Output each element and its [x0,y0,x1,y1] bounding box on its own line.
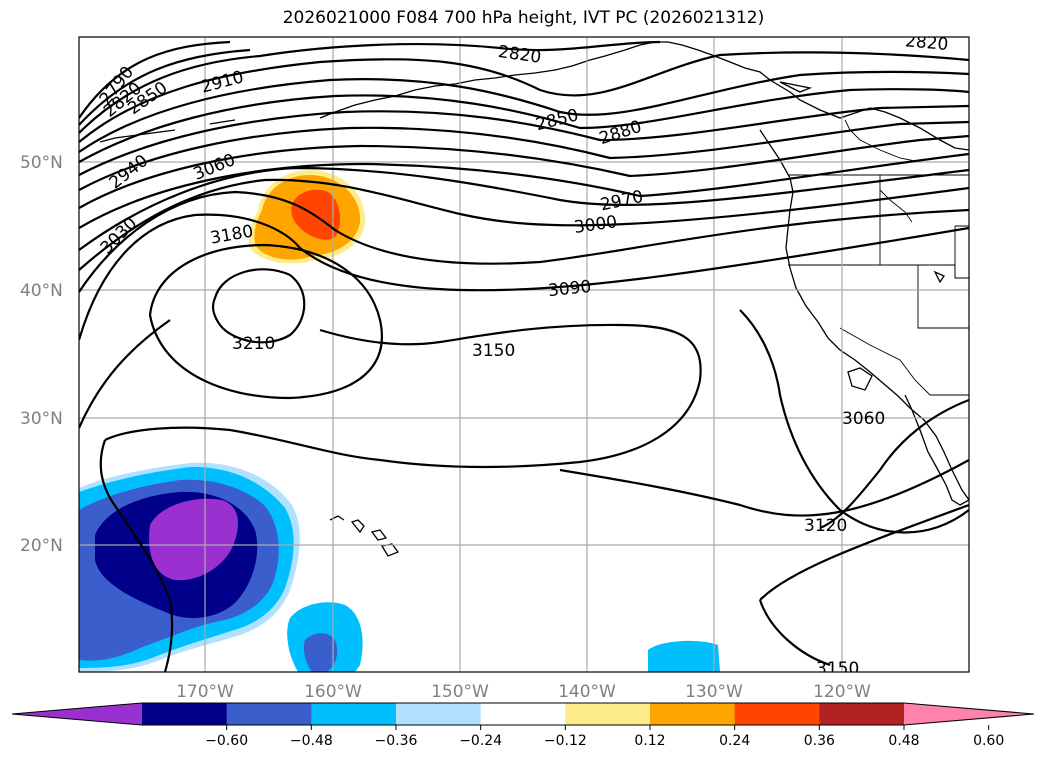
contour-label: 2820 [904,31,949,55]
colorbar-swatch [396,703,482,725]
lon-label: 130°W [685,682,743,702]
lat-label: 40°N [20,281,63,301]
colorbar-tick-label: −0.60 [205,733,248,749]
contour-label: 3210 [232,334,275,354]
graticule [79,37,969,672]
colorbar-swatch [226,703,312,725]
colorbar-tick-label: 0.60 [973,733,1004,749]
colorbar: −0.60 −0.48 −0.36 −0.24 −0.12 0.12 0.24 0.36 0.4… [11,702,1035,749]
colorbar-swatch [311,703,397,725]
map-frame [78,36,970,673]
map-plot-area: 2790 2820 2850 2910 2820 2820 2850 2880 … [79,31,969,679]
colorbar-swatch [734,703,820,725]
colorbar-extend-high [904,703,1034,725]
contour-label: 3150 [472,341,515,361]
colorbar-tick-label: −0.24 [459,733,502,749]
lon-label: 170°W [176,682,234,702]
lon-label: 140°W [558,682,616,702]
lat-label: 20°N [20,536,63,556]
colorbar-tick-label: −0.36 [375,733,418,749]
contour-label: 3150 [816,659,859,679]
colorbar-swatch [480,703,566,725]
map-title: 2026021000 F084 700 hPa height, IVT PC (… [282,8,765,28]
colorbar-tick-label: 0.48 [888,733,919,749]
contour-label: 3120 [804,516,847,536]
lat-label: 50°N [20,153,63,173]
latitude-labels: 50°N 40°N 30°N 20°N [20,153,63,556]
colorbar-tick-label: −0.12 [544,733,587,749]
lon-label: 150°W [431,682,489,702]
colorbar-tick-label: 0.36 [804,733,835,749]
longitude-labels: 170°W 160°W 150°W 140°W 130°W 120°W [176,682,871,702]
colorbar-swatch [819,703,905,725]
lon-label: 160°W [304,682,362,702]
colorbar-swatch [565,703,651,725]
colorbar-tick-label: 0.12 [634,733,665,749]
colorbar-tick-label: −0.48 [290,733,333,749]
contour-label: 3060 [842,409,885,429]
colorbar-tick-label: 0.24 [719,733,750,749]
lon-label: 120°W [813,682,871,702]
colorbar-swatch [142,703,228,725]
contour-label: 3090 [547,277,592,301]
colorbar-swatch [650,703,736,725]
colorbar-outline [11,702,1035,726]
colorbar-extend-low [12,703,142,725]
lat-label: 30°N [20,409,63,429]
height-contours [79,40,969,672]
